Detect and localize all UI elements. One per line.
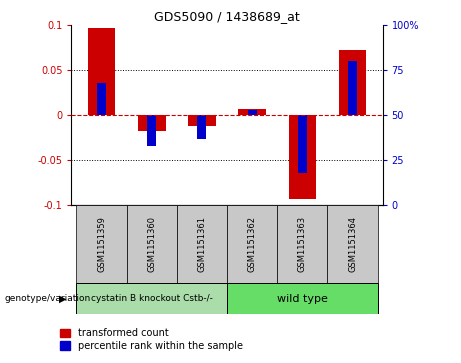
FancyBboxPatch shape xyxy=(77,283,227,314)
Bar xyxy=(147,115,156,146)
Text: GSM1151363: GSM1151363 xyxy=(298,216,307,272)
Bar xyxy=(97,83,106,115)
Text: GSM1151362: GSM1151362 xyxy=(248,216,257,272)
Text: GSM1151360: GSM1151360 xyxy=(147,216,156,272)
FancyBboxPatch shape xyxy=(127,205,177,283)
Bar xyxy=(289,115,316,199)
Bar xyxy=(138,115,165,131)
Text: wild type: wild type xyxy=(277,294,328,303)
Text: GSM1151361: GSM1151361 xyxy=(197,216,207,272)
Bar xyxy=(88,28,115,115)
FancyBboxPatch shape xyxy=(227,205,277,283)
FancyBboxPatch shape xyxy=(227,283,378,314)
Text: cystatin B knockout Cstb-/-: cystatin B knockout Cstb-/- xyxy=(91,294,213,303)
Text: genotype/variation: genotype/variation xyxy=(5,294,91,303)
FancyBboxPatch shape xyxy=(327,205,378,283)
Bar xyxy=(188,115,216,126)
Bar xyxy=(238,109,266,115)
FancyBboxPatch shape xyxy=(177,205,227,283)
FancyBboxPatch shape xyxy=(277,205,327,283)
Title: GDS5090 / 1438689_at: GDS5090 / 1438689_at xyxy=(154,10,300,23)
Bar xyxy=(298,115,307,173)
Bar xyxy=(197,115,207,139)
Bar xyxy=(348,61,357,115)
Text: ▶: ▶ xyxy=(59,294,67,303)
Legend: transformed count, percentile rank within the sample: transformed count, percentile rank withi… xyxy=(60,328,242,351)
Text: GSM1151359: GSM1151359 xyxy=(97,216,106,272)
Bar xyxy=(248,110,257,115)
Bar xyxy=(339,50,366,115)
FancyBboxPatch shape xyxy=(77,205,127,283)
Text: GSM1151364: GSM1151364 xyxy=(348,216,357,272)
